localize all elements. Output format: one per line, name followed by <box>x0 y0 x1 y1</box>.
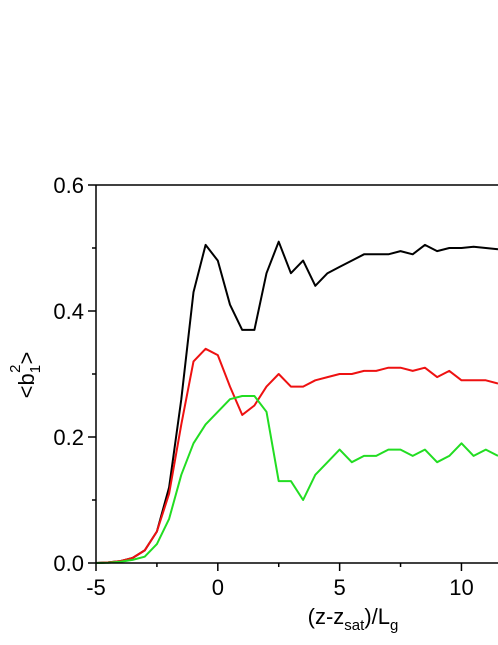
x-label-sub: sat <box>344 617 365 634</box>
x-label-sub: g <box>390 617 398 634</box>
y-label-part: > <box>14 352 39 365</box>
data-line <box>95 395 498 564</box>
data-line <box>95 240 498 564</box>
y-label-sub: 1 <box>27 365 44 373</box>
y-tick-label: 0.0 <box>53 551 84 576</box>
y-tick-label: 0.6 <box>53 173 84 198</box>
data-line <box>95 347 498 564</box>
y-label-part: <b <box>14 373 39 398</box>
y-label-sup: 2 <box>7 365 24 373</box>
x-tick-label: 5 <box>334 575 346 600</box>
x-tick-label: 0 <box>212 575 224 600</box>
x-label-part: )/L <box>364 604 390 629</box>
y-tick-label: 0.2 <box>53 425 84 450</box>
x-tick-label: -5 <box>86 575 106 600</box>
y-tick-label: 0.4 <box>53 299 84 324</box>
x-label-part: (z-z <box>308 604 345 629</box>
x-axis-label: (z-zsat)/Lg <box>308 604 399 634</box>
y-axis-label: <b12> <box>7 352 44 399</box>
x-tick-label: 10 <box>449 575 473 600</box>
